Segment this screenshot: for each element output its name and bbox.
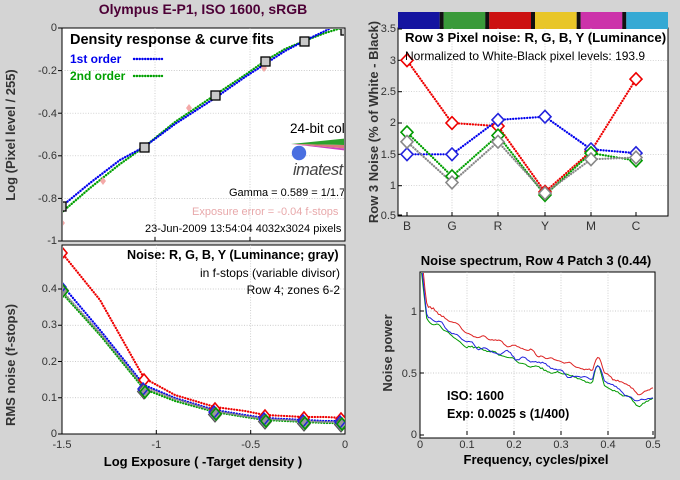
svg-text:3.5: 3.5 (381, 23, 396, 35)
svg-text:Log Exposure ( -Target density: Log Exposure ( -Target density ) (104, 454, 302, 469)
svg-text:-1: -1 (151, 439, 161, 451)
svg-text:G: G (447, 219, 456, 233)
svg-text:Y: Y (541, 219, 549, 233)
svg-text:0.1: 0.1 (459, 439, 474, 451)
svg-text:RMS noise (f-stops): RMS noise (f-stops) (3, 304, 18, 426)
svg-text:-0.4: -0.4 (38, 108, 57, 120)
svg-text:0.3: 0.3 (42, 319, 57, 331)
svg-text:imatest: imatest (293, 161, 345, 179)
svg-text:0: 0 (51, 22, 57, 34)
svg-text:Noise: R, G, B, Y (Luminance;: Noise: R, G, B, Y (Luminance; gray) (127, 248, 339, 262)
svg-text:0: 0 (417, 439, 423, 451)
svg-text:0.1: 0.1 (42, 392, 57, 404)
svg-text:0.2: 0.2 (506, 439, 521, 451)
svg-text:Noise spectrum, Row 4 Patch 3: Noise spectrum, Row 4 Patch 3 (0.44) (421, 253, 651, 268)
svg-text:0.2: 0.2 (42, 356, 57, 368)
svg-text:R: R (494, 219, 503, 233)
svg-text:-0.5: -0.5 (241, 439, 260, 451)
svg-text:Exposure error = -0.04 f-stops: Exposure error = -0.04 f-stops (192, 206, 339, 218)
svg-text:1.5: 1.5 (381, 149, 396, 161)
svg-text:Normalized to White-Black pixe: Normalized to White-Black pixel levels: … (405, 49, 645, 63)
svg-text:1: 1 (390, 180, 396, 192)
svg-text:Log (Pixel level / 255): Log (Pixel level / 255) (3, 69, 18, 201)
svg-text:0.5: 0.5 (381, 210, 396, 222)
svg-text:1: 1 (411, 306, 417, 318)
svg-text:Frequency, cycles/pixel: Frequency, cycles/pixel (464, 452, 609, 467)
svg-text:Noise power: Noise power (380, 314, 395, 391)
svg-text:0.3: 0.3 (553, 439, 568, 451)
svg-text:-1: -1 (47, 235, 57, 247)
svg-text:2.5: 2.5 (381, 86, 396, 98)
svg-text:Density response & curve fits: Density response & curve fits (70, 32, 274, 48)
svg-text:B: B (403, 219, 411, 233)
svg-text:3: 3 (390, 55, 396, 67)
svg-text:Gamma = 0.589 = 1/1.7: Gamma = 0.589 = 1/1.7 (229, 187, 345, 199)
svg-text:-0.6: -0.6 (38, 150, 57, 162)
svg-text:Exp: 0.0025 s (1/400): Exp: 0.0025 s (1/400) (447, 407, 569, 421)
svg-text:0: 0 (342, 439, 348, 451)
svg-text:Row 4; zones 6-2: Row 4; zones 6-2 (247, 283, 341, 297)
svg-text:2: 2 (390, 117, 396, 129)
svg-text:0.5: 0.5 (402, 368, 417, 380)
svg-text:-0.8: -0.8 (38, 193, 57, 205)
svg-text:-1.5: -1.5 (53, 439, 72, 451)
svg-text:1st order: 1st order (70, 52, 122, 66)
svg-text:23-Jun-2009 13:54:04 4032x30: 23-Jun-2009 13:54:04 4032x3024 pixels (145, 223, 342, 235)
svg-text:2nd order: 2nd order (70, 69, 126, 83)
svg-text:Row 3 Noise (% of White - Blac: Row 3 Noise (% of White - Black) (366, 21, 381, 223)
svg-text:in f-stops (variable divisor): in f-stops (variable divisor) (200, 266, 340, 280)
svg-text:0.4: 0.4 (42, 283, 57, 295)
svg-text:C: C (632, 219, 641, 233)
svg-text:M: M (586, 219, 596, 233)
svg-text:0.5: 0.5 (645, 439, 660, 451)
svg-text:24-bit color: 24-bit color (290, 121, 357, 136)
svg-text:0.4: 0.4 (600, 439, 615, 451)
svg-text:Olympus E-P1, ISO 1600, sRGB: Olympus E-P1, ISO 1600, sRGB (99, 1, 308, 17)
svg-text:ISO: 1600: ISO: 1600 (447, 389, 504, 403)
svg-text:-0.2: -0.2 (38, 65, 57, 77)
svg-text:Row 3 Pixel noise: R, G, B, Y: Row 3 Pixel noise: R, G, B, Y (Luminance… (405, 30, 666, 45)
